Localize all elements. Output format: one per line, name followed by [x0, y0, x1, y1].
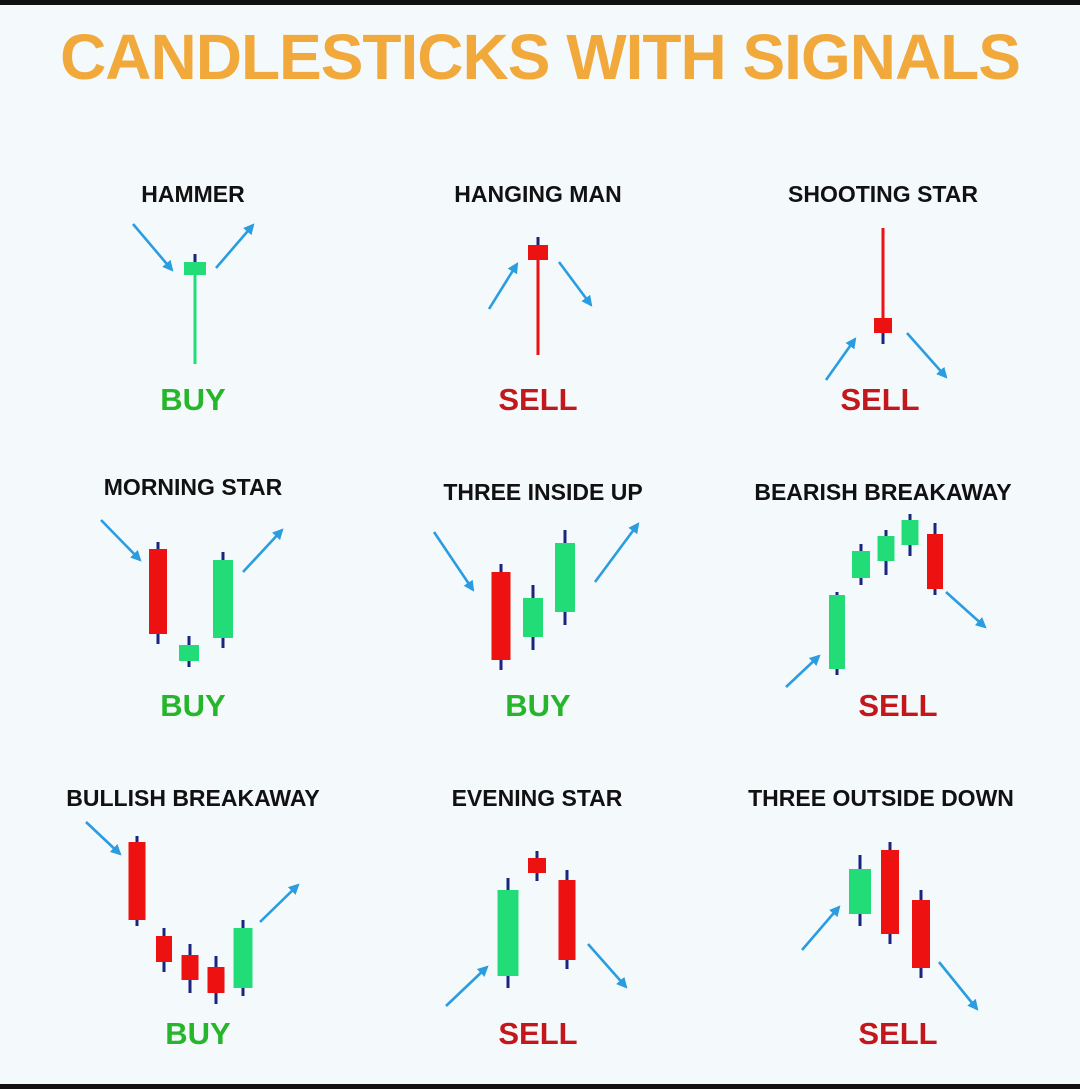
pattern-title: THREE OUTSIDE DOWN	[748, 785, 1014, 811]
pattern-three-inside-up: THREE INSIDE UP BUY	[432, 479, 643, 723]
pattern-title: HAMMER	[141, 181, 245, 207]
bearish-candle-body	[181, 955, 199, 980]
pattern-title: EVENING STAR	[452, 785, 623, 811]
pattern-title: HANGING MAN	[454, 181, 621, 207]
pattern-three-outside-down: THREE OUTSIDE DOWN SELL	[748, 785, 1014, 1051]
trend-arrow-icon	[445, 965, 489, 1007]
trend-arrow-icon	[801, 905, 841, 951]
bearish-candle-body	[881, 850, 899, 934]
trend-arrow-icon	[432, 531, 475, 592]
trend-arrow-icon	[906, 332, 948, 379]
pattern-hammer: HAMMER BUY	[132, 181, 255, 417]
trend-arrow-icon	[587, 943, 628, 989]
bullish-candle-body	[213, 560, 233, 638]
pattern-bullish-breakaway: BULLISH BREAKAWAY BUY	[66, 785, 319, 1051]
pattern-title: SHOOTING STAR	[788, 181, 978, 207]
bearish-candle-body	[528, 245, 548, 260]
main-title: CANDLESTICKS WITH SIGNALS	[60, 21, 1021, 93]
bearish-candle-body	[128, 842, 146, 920]
pattern-title: BULLISH BREAKAWAY	[66, 785, 319, 811]
bullish-candle-body	[901, 520, 919, 545]
trend-arrow-icon	[593, 522, 640, 583]
pattern-title: THREE INSIDE UP	[443, 479, 642, 505]
bearish-candle-body	[874, 318, 892, 333]
trend-arrow-icon	[487, 262, 519, 310]
signal-label-buy: BUY	[165, 1016, 231, 1051]
signal-label-sell: SELL	[498, 1016, 577, 1051]
bullish-candle-body	[829, 595, 845, 669]
bullish-candle-body	[184, 262, 206, 275]
bearish-candle-body	[558, 880, 576, 960]
bearish-candle-body	[207, 967, 225, 993]
trend-arrow-icon	[85, 821, 122, 856]
signal-label-buy: BUY	[160, 382, 226, 417]
trend-arrow-icon	[824, 337, 857, 381]
pattern-shooting-star: SHOOTING STAR SELL	[788, 181, 978, 417]
trend-arrow-icon	[945, 591, 987, 629]
pattern-hanging-man: HANGING MAN SELL	[454, 181, 621, 417]
bullish-candle-body	[523, 598, 543, 637]
pattern-morning-star: MORNING STAR BUY	[100, 474, 284, 723]
signal-label-sell: SELL	[498, 382, 577, 417]
bullish-candle-body	[179, 645, 199, 661]
pattern-title: MORNING STAR	[104, 474, 283, 500]
trend-arrow-icon	[785, 654, 821, 688]
bullish-candle-body	[233, 928, 253, 988]
trend-arrow-icon	[100, 519, 142, 562]
bearish-candle-body	[149, 549, 167, 634]
pattern-title: BEARISH BREAKAWAY	[754, 479, 1011, 505]
bearish-candle-body	[912, 900, 930, 968]
pattern-bearish-breakaway: BEARISH BREAKAWAY SELL	[754, 479, 1011, 723]
signal-label-buy: BUY	[505, 688, 571, 723]
bearish-candle-body	[528, 858, 546, 873]
signal-label-sell: SELL	[858, 1016, 937, 1051]
pattern-evening-star: EVENING STAR SELL	[445, 785, 628, 1051]
signal-label-sell: SELL	[858, 688, 937, 723]
trend-arrow-icon	[132, 223, 174, 272]
signal-label-buy: BUY	[160, 688, 226, 723]
bearish-candle-body	[156, 936, 172, 962]
bullish-candle-body	[877, 536, 895, 561]
bearish-candle-body	[927, 534, 943, 589]
bullish-candle-body	[849, 869, 871, 914]
trend-arrow-icon	[557, 261, 593, 307]
trend-arrow-icon	[242, 528, 284, 573]
bearish-candle-body	[491, 572, 511, 660]
trend-arrow-icon	[259, 883, 300, 923]
trend-arrow-icon	[215, 223, 255, 269]
signal-label-sell: SELL	[840, 382, 919, 417]
bullish-candle-body	[497, 890, 519, 976]
bullish-candle-body	[555, 543, 575, 612]
trend-arrow-icon	[937, 961, 979, 1011]
bullish-candle-body	[852, 551, 870, 578]
